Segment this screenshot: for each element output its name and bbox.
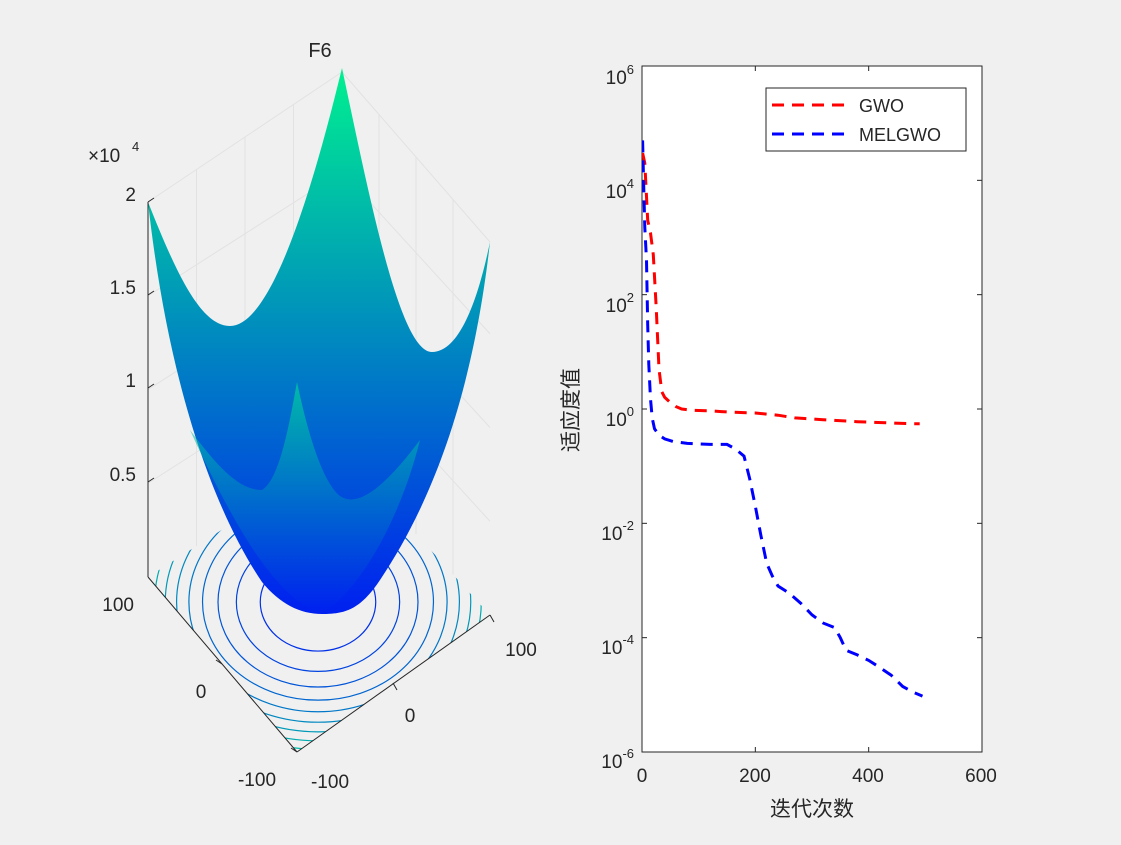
x-tick-label: 0: [637, 766, 648, 787]
z-tick: [147, 383, 155, 389]
y-tick-label: 10-6: [601, 746, 634, 773]
x-tick-label: 200: [739, 766, 771, 787]
x-tick-label: 400: [852, 766, 884, 787]
x-axis-label: 迭代次数: [770, 797, 854, 821]
x-tick: [489, 614, 495, 623]
z-tick: [147, 290, 155, 296]
svg-text:10-6: 10-6: [601, 746, 634, 773]
z-tick: [147, 477, 155, 483]
z-tick-label: 1.5: [110, 278, 136, 299]
z-exponent-power: 4: [132, 139, 139, 154]
z-tick-label: 2: [125, 185, 136, 206]
y-tick-label: -100: [238, 770, 276, 791]
convergence-plot: 106 104 102 100 10-2 10-4 10-6 0 200 400…: [559, 62, 997, 821]
x-tick-label: 100: [505, 640, 537, 661]
legend: GWO MELGWO: [765, 87, 967, 152]
plot-area: [641, 65, 983, 753]
y-tick-label: 106: [606, 62, 634, 89]
z-exponent-prefix: ×10: [88, 146, 120, 167]
x-tick-label: -100: [311, 772, 349, 793]
svg-text:102: 102: [606, 290, 634, 317]
surface-plot: F6 ×10 4 0.5 1 1.5 2 100 0 -100 -100 0 1…: [88, 40, 537, 793]
legend-box: [765, 87, 967, 152]
y-tick-label: 104: [606, 176, 634, 203]
x-tick: [392, 682, 398, 691]
y-tick: [215, 659, 223, 665]
x-tick-label: 0: [405, 706, 416, 727]
surface-title: F6: [308, 40, 331, 62]
series-line-melgwo: [642, 140, 924, 698]
svg-text:10-2: 10-2: [601, 518, 634, 545]
y-tick-label: 10-2: [601, 518, 634, 545]
z-exponent-label: ×10 4: [88, 139, 139, 167]
series-group: [642, 140, 924, 698]
svg-text:106: 106: [606, 62, 634, 89]
surface-front: [190, 382, 420, 614]
z-tick-label: 0.5: [110, 465, 136, 486]
x-tick-label: 600: [965, 766, 997, 787]
y-tick-label: 100: [102, 595, 134, 616]
y-axis-line: [147, 576, 298, 753]
y-tick-label: 100: [606, 404, 634, 431]
y-tick: [290, 747, 298, 753]
y-axis-label: 适应度值: [559, 368, 583, 452]
svg-text:10-4: 10-4: [601, 632, 634, 659]
surface-mesh: [148, 68, 490, 614]
y-tick-label: 0: [196, 682, 207, 703]
axes-3d: [147, 197, 495, 753]
z-tick-label: 1: [125, 371, 136, 392]
z-tick: [147, 197, 155, 203]
legend-label-gwo: GWO: [859, 96, 904, 116]
y-tick-label: 102: [606, 290, 634, 317]
y-tick-label: 10-4: [601, 632, 634, 659]
legend-label-melgwo: MELGWO: [859, 125, 941, 145]
svg-text:104: 104: [606, 176, 634, 203]
svg-text:100: 100: [606, 404, 634, 431]
